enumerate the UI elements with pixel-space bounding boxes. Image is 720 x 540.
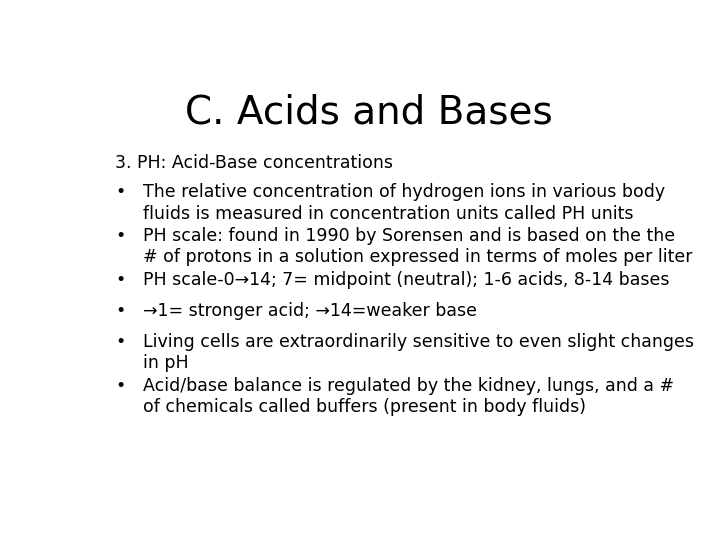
Text: C. Acids and Bases: C. Acids and Bases: [185, 94, 553, 132]
Text: •: •: [116, 183, 126, 201]
Text: Living cells are extraordinarily sensitive to even slight changes
in pH: Living cells are extraordinarily sensiti…: [143, 333, 694, 373]
Text: →1= stronger acid; →14=weaker base: →1= stronger acid; →14=weaker base: [143, 302, 477, 320]
Text: •: •: [116, 227, 126, 245]
Text: PH scale: found in 1990 by Sorensen and is based on the the
# of protons in a so: PH scale: found in 1990 by Sorensen and …: [143, 227, 693, 266]
Text: •: •: [116, 333, 126, 351]
Text: •: •: [116, 271, 126, 288]
Text: •: •: [116, 302, 126, 320]
Text: PH scale-0→14; 7= midpoint (neutral); 1-6 acids, 8-14 bases: PH scale-0→14; 7= midpoint (neutral); 1-…: [143, 271, 670, 288]
Text: •: •: [116, 377, 126, 395]
Text: 3. PH: Acid-Base concentrations: 3. PH: Acid-Base concentrations: [115, 154, 393, 172]
Text: Acid/base balance is regulated by the kidney, lungs, and a #
of chemicals called: Acid/base balance is regulated by the ki…: [143, 377, 674, 416]
Text: The relative concentration of hydrogen ions in various body
fluids is measured i: The relative concentration of hydrogen i…: [143, 183, 665, 223]
